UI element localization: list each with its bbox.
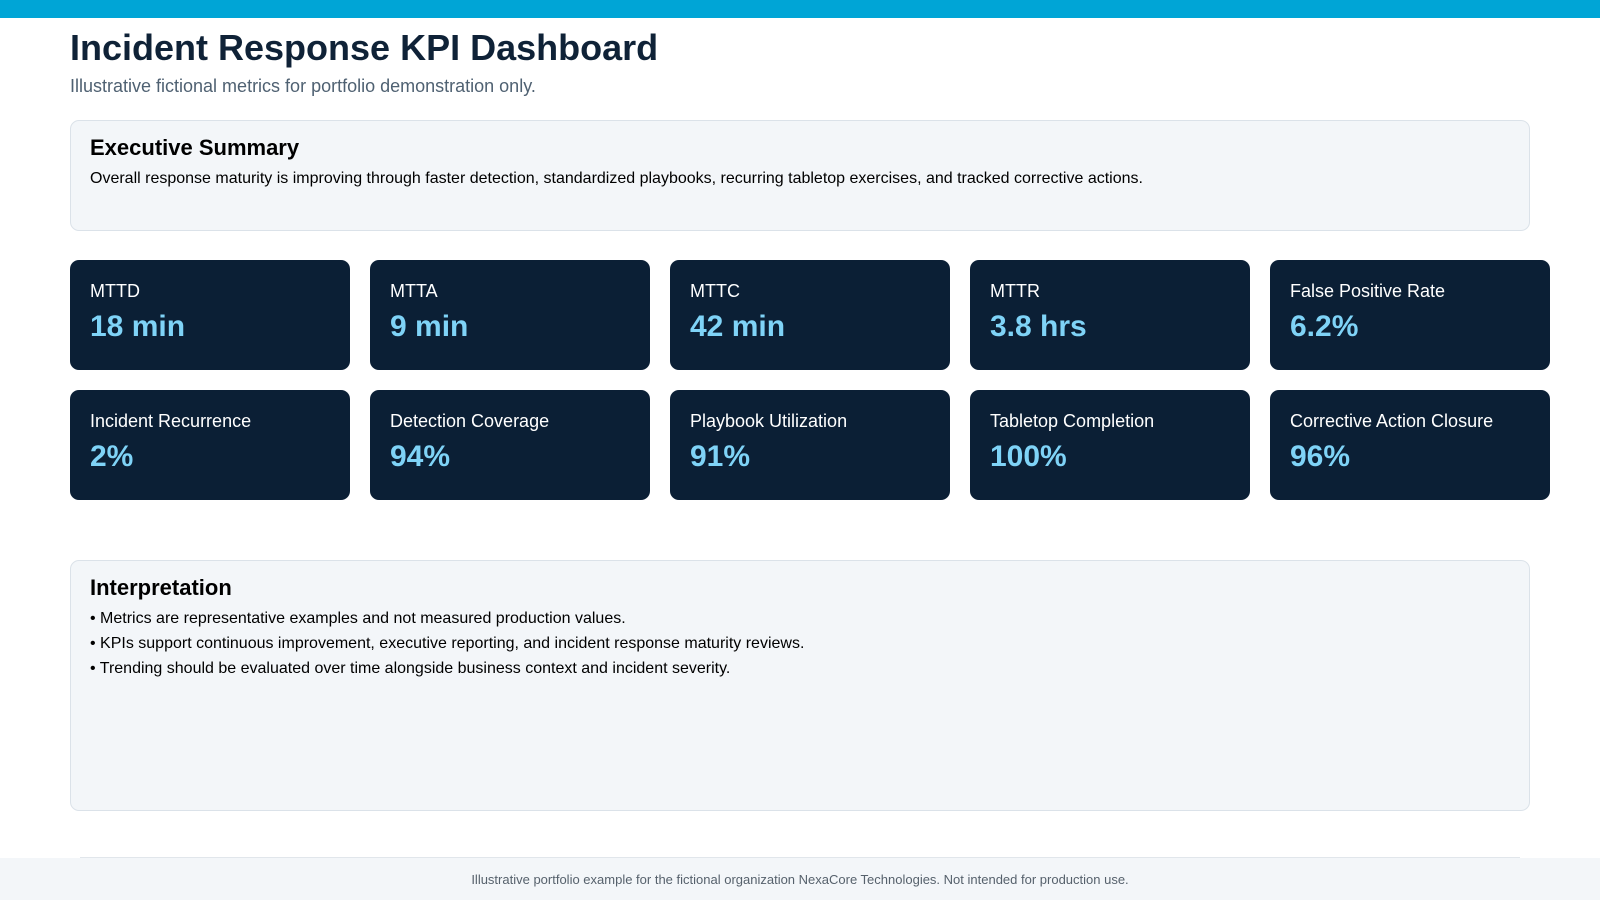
- kpi-card-incident-recurrence: Incident Recurrence 2%: [70, 390, 350, 500]
- kpi-card-mttc: MTTC 42 min: [670, 260, 950, 370]
- kpi-card-corrective-action-closure: Corrective Action Closure 96%: [1270, 390, 1550, 500]
- kpi-card-tabletop-completion: Tabletop Completion 100%: [970, 390, 1250, 500]
- kpi-label: MTTD: [90, 281, 140, 301]
- page-subtitle: Illustrative fictional metrics for portf…: [70, 76, 536, 96]
- kpi-value: 9 min: [390, 310, 469, 343]
- kpi-label: MTTC: [690, 281, 740, 301]
- kpi-card-mttd: MTTD 18 min: [70, 260, 350, 370]
- kpi-value: 6.2%: [1290, 310, 1359, 343]
- executive-summary-heading: Executive Summary: [90, 135, 300, 160]
- kpi-value: 94%: [390, 440, 451, 473]
- kpi-card-playbook-utilization: Playbook Utilization 91%: [670, 390, 950, 500]
- kpi-value: 18 min: [90, 310, 186, 343]
- footer-text: Illustrative portfolio example for the f…: [471, 872, 1129, 887]
- kpi-label: False Positive Rate: [1290, 281, 1446, 301]
- kpi-card-mttr: MTTR 3.8 hrs: [970, 260, 1250, 370]
- interpretation-heading: Interpretation: [90, 575, 232, 600]
- kpi-label: MTTR: [990, 281, 1040, 301]
- page-footer: Illustrative portfolio example for the f…: [0, 858, 1600, 900]
- kpi-card-mtta: MTTA 9 min: [370, 260, 650, 370]
- kpi-card-false-positive-rate: False Positive Rate 6.2%: [1270, 260, 1550, 370]
- kpi-card-detection-coverage: Detection Coverage 94%: [370, 390, 650, 500]
- interpretation-list: Metrics are representative examples and …: [90, 609, 1510, 679]
- kpi-label: MTTA: [390, 281, 438, 301]
- interpretation-item: Trending should be evaluated over time a…: [90, 659, 1510, 679]
- kpi-value: 42 min: [690, 310, 786, 343]
- kpi-label: Incident Recurrence: [90, 411, 252, 431]
- interpretation-panel: Interpretation Metrics are representativ…: [70, 560, 1530, 811]
- kpi-grid: MTTD 18 min MTTA 9 min MTTC 42 min MTTR …: [70, 260, 1550, 500]
- top-accent-bar: [0, 0, 1600, 18]
- page-title: Incident Response KPI Dashboard: [70, 27, 659, 68]
- footer-divider: [80, 857, 1520, 858]
- kpi-value: 96%: [1290, 440, 1351, 473]
- kpi-value: 91%: [690, 440, 751, 473]
- kpi-label: Playbook Utilization: [690, 411, 848, 431]
- executive-summary-panel: Executive Summary Overall response matur…: [70, 120, 1530, 231]
- kpi-value: 100%: [990, 440, 1067, 473]
- kpi-label: Detection Coverage: [390, 411, 550, 431]
- interpretation-item: Metrics are representative examples and …: [90, 609, 1510, 629]
- kpi-value: 3.8 hrs: [990, 310, 1087, 343]
- kpi-value: 2%: [90, 440, 134, 473]
- interpretation-item: KPIs support continuous improvement, exe…: [90, 634, 1510, 654]
- kpi-label: Tabletop Completion: [990, 411, 1155, 431]
- kpi-label: Corrective Action Closure: [1290, 411, 1494, 431]
- executive-summary-text: Overall response maturity is improving t…: [90, 170, 1143, 187]
